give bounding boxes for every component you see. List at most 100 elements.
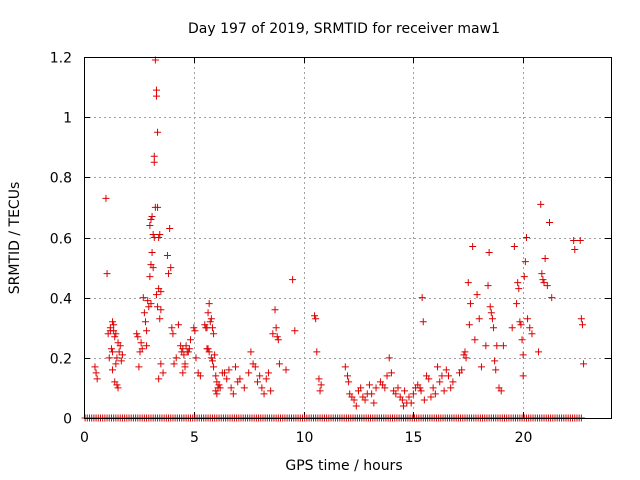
x-tick-label: 10 [296,430,314,446]
data-point [181,360,189,368]
data-point [486,303,494,311]
data-point [466,300,474,308]
data-point [192,354,200,362]
data-point [204,345,212,353]
data-point [571,246,579,254]
data-point [109,366,117,374]
data-point [546,218,554,226]
data-point [458,366,466,374]
y-tick-label: 1 [63,111,72,127]
data-point [207,354,215,362]
data-point [213,390,221,398]
data-point [157,306,165,314]
data-point [394,384,402,392]
data-point [491,357,499,365]
data-point [482,342,490,350]
data-point [156,230,164,238]
data-point [179,369,187,377]
data-point [253,378,261,386]
data-point [537,200,545,208]
data-point [431,390,439,398]
data-point [578,321,586,329]
data-point [156,315,164,323]
data-point [469,243,477,251]
data-point [576,237,584,245]
data-point [152,86,160,94]
data-point [462,354,470,362]
data-point [111,333,119,341]
data-point [196,372,204,380]
data-point [208,357,216,365]
data-point [103,270,111,278]
data-point [227,384,235,392]
data-point [447,384,455,392]
data-point [317,381,325,389]
data-point [118,351,126,359]
plot-frame [84,57,612,419]
data-point [258,384,266,392]
y-tick-label: 1.2 [50,51,72,67]
data-point [543,282,551,290]
data-point [232,363,240,371]
data-point [150,158,158,166]
data-point [398,396,406,404]
data-point [216,384,224,392]
data-point [526,324,534,332]
data-point [114,384,122,392]
data-point [577,315,585,323]
data-point [267,387,275,395]
data-point [475,315,483,323]
data-point [518,336,526,344]
x-tick-label: 0 [80,430,89,446]
data-point [497,387,505,395]
data-point [148,212,156,220]
data-point [540,279,548,287]
data-point [110,321,118,329]
data-point [182,342,190,350]
data-point [146,273,154,281]
data-point [449,378,457,386]
data-point [223,375,231,383]
data-point [115,348,123,356]
data-point [166,224,174,232]
data-point [365,381,373,389]
data-point [392,390,400,398]
data-point [271,306,279,314]
data-point [370,399,378,407]
data-point [92,369,100,377]
data-point [416,384,424,392]
axis-ticks: 0 5 10 15 20 0 0.2 0.4 0.6 0.8 1 1.2 [50,51,611,446]
chart-title: Day 197 of 2019, SRMTID for receiver maw… [188,21,500,37]
data-point [236,375,244,383]
data-point [409,390,417,398]
data-point [477,363,485,371]
data-point [208,324,216,332]
data-point [520,273,528,281]
data-point [519,372,527,380]
data-point [141,318,149,326]
data-point [517,321,525,329]
data-point [211,351,219,359]
data-point [420,396,428,404]
data-point [272,324,280,332]
data-point [541,255,549,263]
data-point [316,387,324,395]
data-point [107,345,115,353]
data-point [93,375,101,383]
data-point [418,294,426,302]
data-point [344,372,351,380]
data-point [157,360,165,368]
data-point [157,288,165,296]
data-point [372,384,380,392]
data-point [102,194,110,202]
data-point [499,342,507,350]
data-point [464,279,472,287]
data-point [381,384,389,392]
data-point [429,384,437,392]
data-point [273,333,281,341]
data-point [514,279,522,287]
data-point [152,92,160,100]
data-point [539,276,547,284]
data-point [205,348,213,356]
data-point [352,402,360,410]
